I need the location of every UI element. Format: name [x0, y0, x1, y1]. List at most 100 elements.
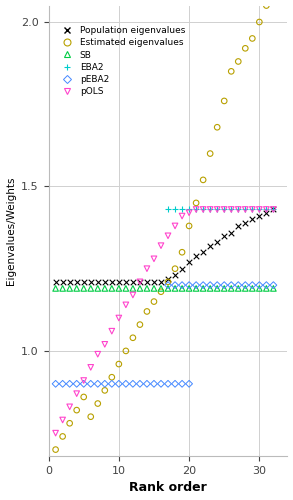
Point: [131, 278, 135, 286]
Point: [173, 272, 177, 280]
Point: [264, 284, 269, 292]
Point: [194, 284, 198, 292]
Point: [250, 216, 255, 224]
Point: [159, 284, 163, 292]
Point: [117, 314, 121, 322]
Point: [60, 284, 65, 292]
Point: [215, 238, 219, 246]
Point: [67, 278, 72, 286]
Point: [138, 278, 142, 286]
Point: [215, 284, 219, 292]
Point: [187, 258, 191, 266]
Point: [173, 281, 177, 289]
Point: [250, 206, 255, 214]
Point: [180, 248, 184, 256]
Point: [173, 222, 177, 230]
Point: [271, 281, 276, 289]
Point: [67, 284, 72, 292]
Point: [110, 380, 114, 388]
Point: [271, 206, 276, 214]
Point: [243, 44, 248, 52]
Point: [229, 284, 234, 292]
Point: [229, 206, 234, 214]
Point: [173, 264, 177, 272]
Point: [250, 284, 255, 292]
Point: [194, 281, 198, 289]
Point: [110, 278, 114, 286]
Point: [166, 380, 170, 388]
Point: [110, 284, 114, 292]
Point: [201, 206, 205, 214]
Point: [96, 278, 100, 286]
Point: [222, 206, 226, 214]
Point: [243, 284, 248, 292]
Point: [264, 206, 269, 214]
Point: [250, 34, 255, 42]
Point: [194, 199, 198, 207]
Point: [257, 212, 262, 220]
Point: [81, 380, 86, 388]
Legend: Population eigenvalues, Estimated eigenvalues, SB, EBA2, pEBA2, pOLS: Population eigenvalues, Estimated eigenv…: [55, 24, 188, 99]
Point: [243, 206, 248, 214]
Point: [194, 206, 198, 214]
Point: [60, 432, 65, 440]
Point: [194, 206, 198, 214]
Point: [53, 380, 58, 388]
Point: [81, 278, 86, 286]
Point: [187, 206, 191, 214]
Point: [144, 308, 149, 316]
Point: [103, 278, 107, 286]
Point: [131, 380, 135, 388]
Point: [151, 284, 156, 292]
Point: [187, 281, 191, 289]
Point: [124, 284, 128, 292]
Point: [103, 284, 107, 292]
Point: [180, 212, 184, 220]
Point: [250, 281, 255, 289]
Point: [236, 284, 241, 292]
Point: [166, 278, 170, 286]
Point: [208, 206, 212, 214]
Point: [110, 373, 114, 381]
Point: [151, 278, 156, 286]
Point: [243, 218, 248, 226]
Point: [222, 206, 226, 214]
Point: [138, 284, 142, 292]
Point: [124, 347, 128, 355]
Point: [208, 242, 212, 250]
Point: [103, 340, 107, 348]
Point: [173, 380, 177, 388]
Point: [264, 206, 269, 214]
Point: [159, 288, 163, 296]
Point: [229, 206, 234, 214]
Point: [264, 209, 269, 217]
Point: [173, 284, 177, 292]
Point: [250, 206, 255, 214]
Point: [103, 386, 107, 394]
Point: [60, 416, 65, 424]
Point: [201, 248, 205, 256]
Point: [88, 380, 93, 388]
Point: [53, 284, 58, 292]
Point: [166, 281, 170, 289]
Point: [88, 412, 93, 420]
Point: [208, 284, 212, 292]
Point: [131, 334, 135, 342]
Point: [257, 206, 262, 214]
Point: [96, 284, 100, 292]
Point: [236, 206, 241, 214]
Point: [117, 284, 121, 292]
Point: [144, 284, 149, 292]
Point: [208, 150, 212, 158]
Point: [166, 284, 170, 292]
Point: [243, 281, 248, 289]
Point: [144, 380, 149, 388]
Point: [159, 278, 163, 286]
Point: [236, 206, 241, 214]
Point: [159, 242, 163, 250]
Point: [67, 420, 72, 428]
Point: [131, 284, 135, 292]
Point: [180, 284, 184, 292]
Point: [67, 380, 72, 388]
Point: [74, 406, 79, 414]
